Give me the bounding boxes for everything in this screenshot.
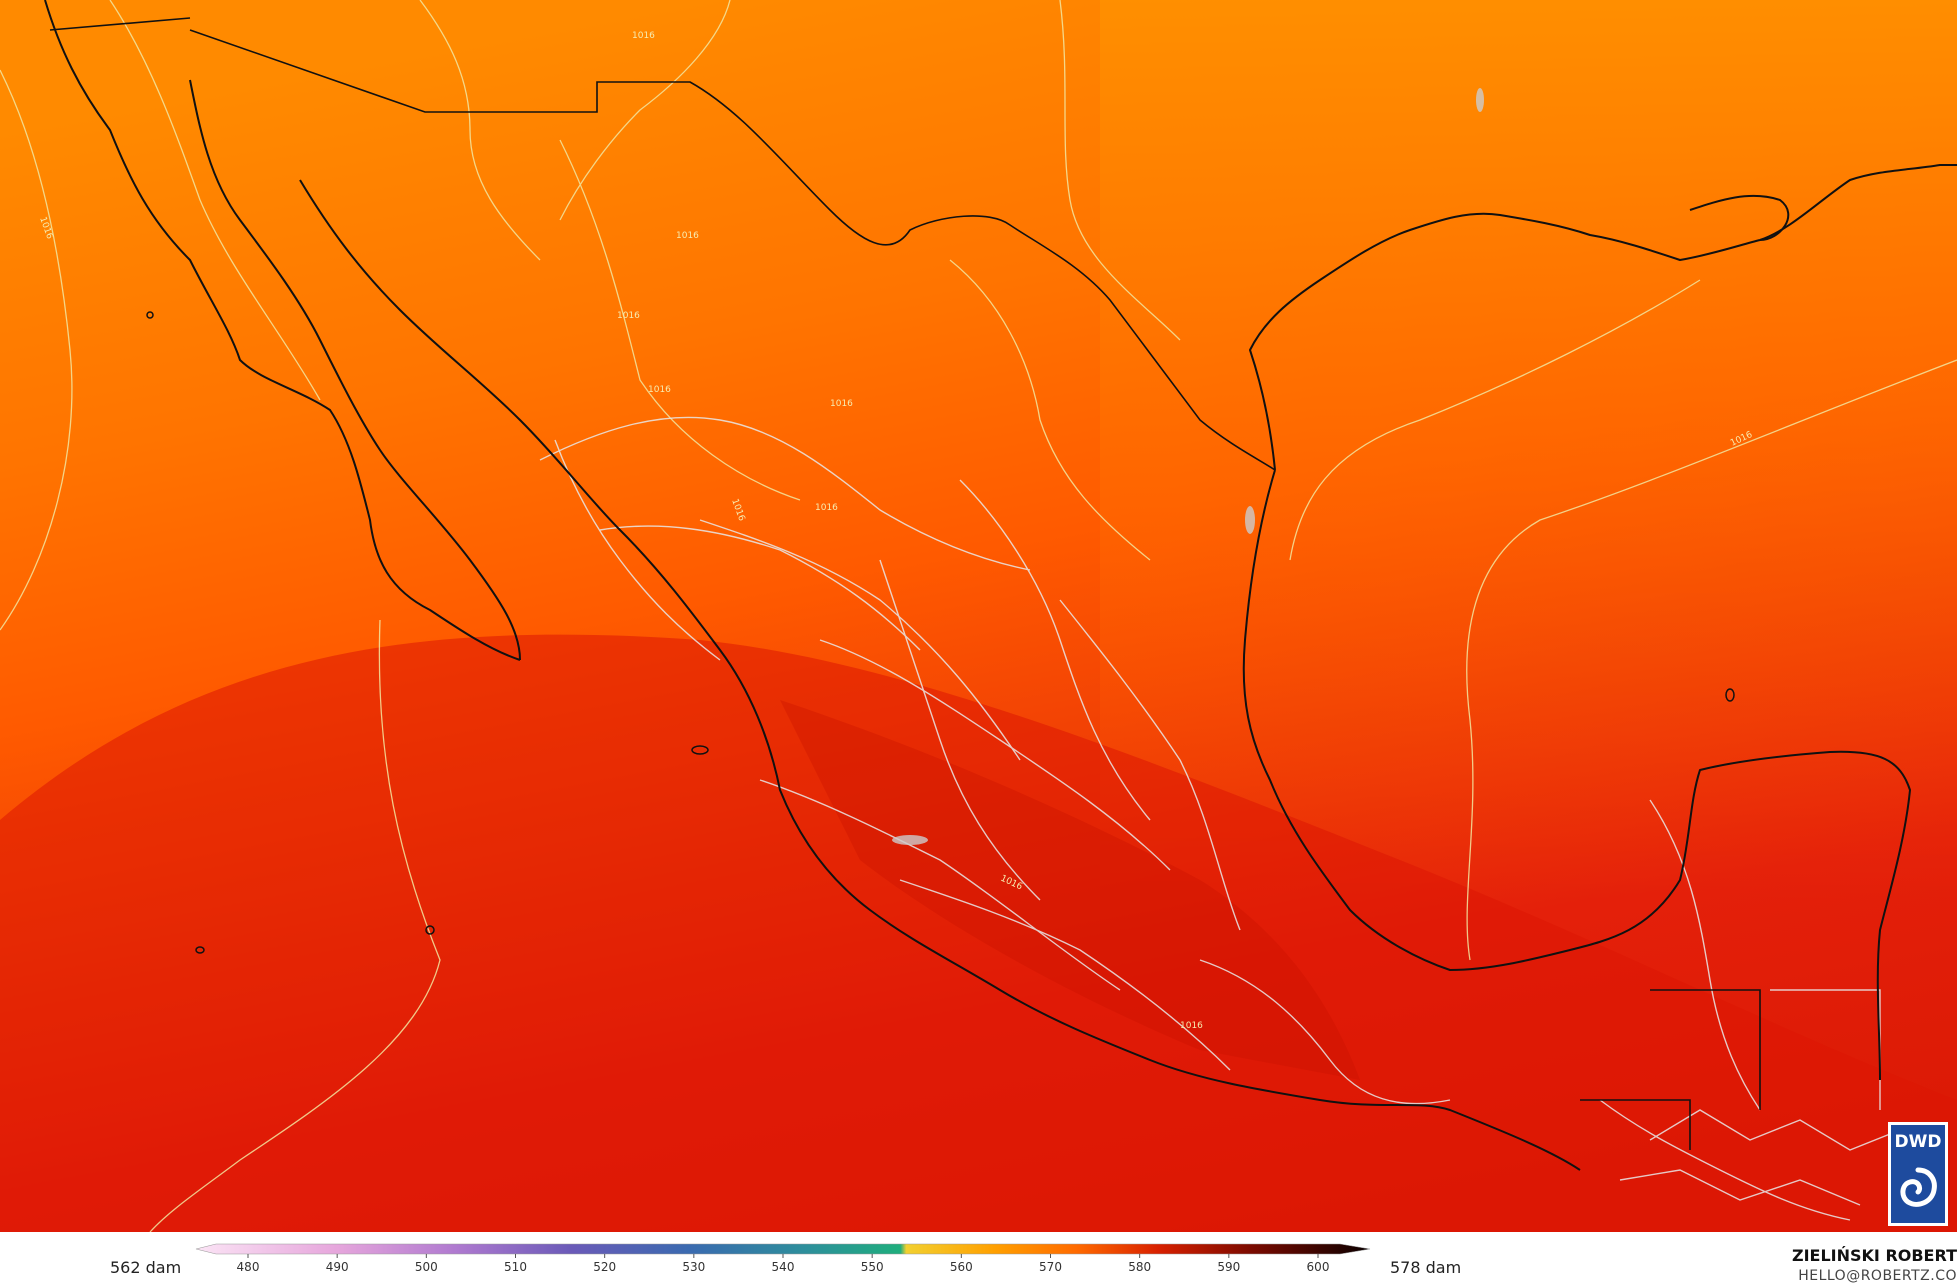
contour-label: 1016 [617,311,640,321]
islands [146,311,1735,954]
warm-zone-inland [780,700,1360,1080]
isobar-lines [0,0,1957,1232]
dwd-logo: DWD [1888,1122,1948,1226]
warm-zone-south [0,634,1957,1232]
colorbar-tick-label: 530 [682,1260,705,1274]
colorbar-tick-label: 520 [593,1260,616,1274]
colorbar-min-label: 562 dam [110,1258,182,1277]
colorbar-tick-label: 580 [1128,1260,1151,1274]
state-boundaries [539,416,1901,1221]
colorbar-tick-label: 560 [950,1260,973,1274]
credit-name: ZIELIŃSKI ROBERT [1791,1246,1957,1265]
colorbar-tick-label: 570 [1039,1260,1062,1274]
colorbar: 480 490 500 510 520 530 540 550 560 570 580 590 600 [195,1243,1371,1274]
height-field-east [1100,0,1957,900]
colorbar-bar [195,1243,1371,1255]
coastlines [44,0,1957,1171]
weather-map: 1016 1016 1016 1016 1016 1016 1016 1016 … [0,0,1957,1232]
national-borders [49,17,1761,1150]
contour-label: 1016 [632,31,655,41]
colorbar-tick-label: 490 [326,1260,349,1274]
lakes [892,88,1484,845]
dwd-logo-text: DWD [1895,1132,1942,1152]
colorbar-max-label: 578 dam [1390,1258,1462,1277]
contour-label: 1016 [676,231,699,241]
contour-label: 1016 [1180,1021,1203,1031]
dwd-swirl-icon [1900,1167,1937,1207]
legend-footer: 480 490 500 510 520 530 540 550 560 570 580 590 600 … [0,1232,1957,1287]
colorbar-tick-label: 550 [861,1260,884,1274]
contour-label: 1016 [815,503,838,513]
colorbar-tick-label: 500 [415,1260,438,1274]
contour-label: 1016 [830,399,853,409]
colorbar-tick-label: 480 [237,1260,260,1274]
colorbar-tick-label: 510 [504,1260,527,1274]
colorbar-ticks: 480 490 500 510 520 530 540 550 560 570 580 590 600 [237,1254,1330,1274]
credit-email: HELLO@ROBERTZ.CO [1798,1268,1957,1284]
colorbar-tick-label: 590 [1217,1260,1240,1274]
colorbar-tick-label: 600 [1307,1260,1330,1274]
contour-label: 1016 [648,385,671,395]
colorbar-tick-label: 540 [772,1260,795,1274]
